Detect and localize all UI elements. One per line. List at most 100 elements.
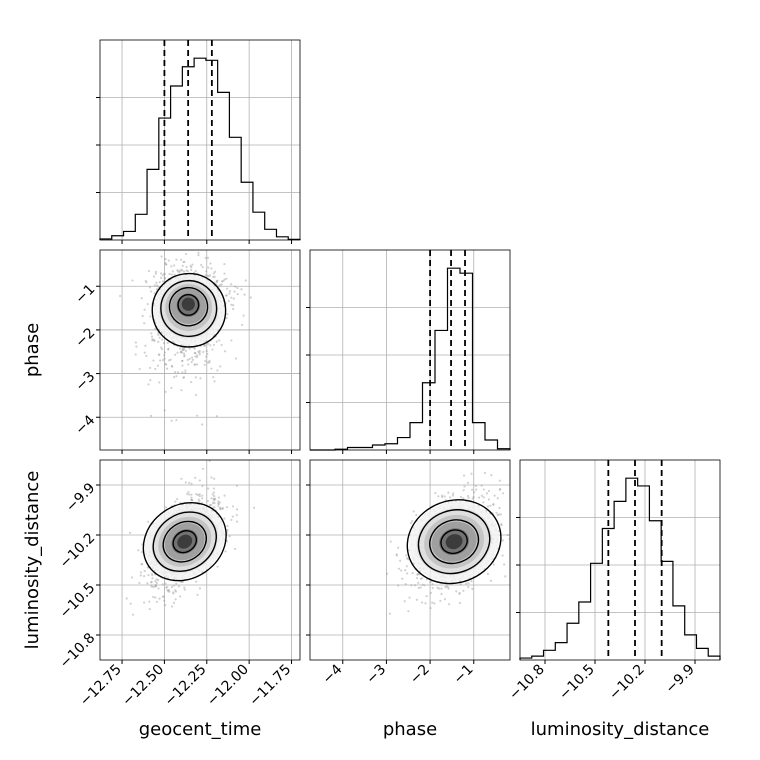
sample-point — [156, 364, 160, 367]
sample-point — [163, 599, 166, 602]
sample-cloud — [125, 460, 256, 616]
density-level — [177, 534, 193, 549]
sample-point — [210, 503, 213, 507]
sample-point — [411, 571, 414, 575]
sample-point — [226, 529, 229, 532]
sample-point — [188, 347, 191, 350]
sample-point — [183, 260, 186, 264]
sample-cloud — [385, 471, 510, 615]
sample-point — [166, 585, 169, 589]
sample-point — [175, 258, 178, 261]
sample-point — [459, 495, 463, 499]
sample-point — [158, 353, 161, 357]
sample-point — [161, 595, 165, 598]
sample-point — [410, 584, 413, 587]
sample-point — [181, 349, 184, 352]
sample-point — [210, 267, 213, 270]
sample-point — [414, 584, 417, 587]
sample-point — [165, 263, 168, 266]
sample-point — [158, 336, 161, 339]
contour-line — [152, 511, 217, 572]
sample-point — [487, 489, 490, 493]
sample-point — [397, 546, 400, 549]
contour-line — [168, 286, 209, 327]
sample-point — [184, 481, 187, 484]
sample-point — [160, 255, 163, 258]
sample-point — [208, 460, 211, 462]
sample-point — [154, 272, 157, 275]
sample-point — [471, 497, 474, 500]
sample-point — [225, 506, 229, 509]
sample-point — [145, 354, 148, 357]
sample-point — [157, 353, 160, 356]
sample-point — [458, 592, 461, 595]
sample-point — [150, 581, 153, 584]
sample-point — [206, 352, 209, 356]
sample-point — [204, 359, 207, 363]
contour-line — [172, 530, 198, 554]
histogram-panel — [310, 250, 510, 450]
sample-point — [431, 586, 434, 590]
sample-point — [206, 274, 209, 277]
sample-point — [217, 502, 220, 506]
sample-point — [154, 583, 157, 586]
sample-point — [179, 350, 183, 353]
sample-point — [190, 360, 193, 364]
sample-point — [219, 508, 222, 511]
sample-point — [179, 351, 182, 354]
sample-point — [175, 418, 178, 422]
sample-point — [217, 496, 221, 499]
sample-point — [217, 504, 220, 508]
sample-point — [498, 479, 501, 482]
sample-point — [163, 357, 166, 360]
sample-point — [463, 485, 466, 488]
sample-point — [146, 582, 149, 585]
sample-point — [500, 523, 503, 526]
sample-point — [152, 275, 156, 278]
sample-point — [150, 290, 153, 293]
sample-point — [190, 498, 193, 501]
sample-point — [193, 346, 196, 350]
sample-point — [242, 314, 245, 317]
sample-point — [475, 488, 478, 491]
sample-point — [191, 358, 195, 361]
sample-point — [219, 365, 222, 368]
sample-point — [218, 285, 221, 288]
sample-point — [397, 584, 400, 587]
sample-point — [154, 585, 157, 588]
sample-point — [193, 351, 197, 355]
sample-point — [198, 495, 201, 498]
sample-point — [433, 602, 436, 605]
panel-frame — [309, 249, 511, 451]
sample-point — [443, 495, 446, 498]
sample-point — [210, 367, 213, 370]
sample-point — [190, 266, 193, 269]
sample-point — [163, 272, 166, 275]
sample-point — [176, 371, 180, 374]
y-axis-label: phase — [22, 323, 43, 377]
sample-point — [406, 557, 409, 560]
sample-point — [143, 574, 146, 578]
sample-point — [214, 498, 217, 501]
sample-point — [455, 590, 458, 593]
sample-point — [210, 497, 213, 500]
sample-point — [234, 285, 237, 288]
sample-point — [176, 269, 179, 272]
sample-point — [496, 497, 499, 500]
sample-point — [452, 492, 455, 495]
sample-point — [152, 338, 156, 341]
sample-point — [118, 294, 122, 298]
sample-point — [190, 482, 193, 485]
sample-point — [156, 578, 160, 582]
sample-point — [181, 348, 184, 351]
sample-point — [223, 494, 226, 497]
sample-point — [154, 584, 158, 587]
sample-point — [235, 508, 239, 511]
sample-point — [155, 600, 158, 603]
sample-point — [182, 347, 186, 350]
sample-point — [235, 520, 239, 523]
sample-point — [225, 294, 228, 297]
sample-point — [204, 256, 207, 260]
sample-point — [446, 585, 450, 589]
sample-point — [232, 297, 235, 300]
